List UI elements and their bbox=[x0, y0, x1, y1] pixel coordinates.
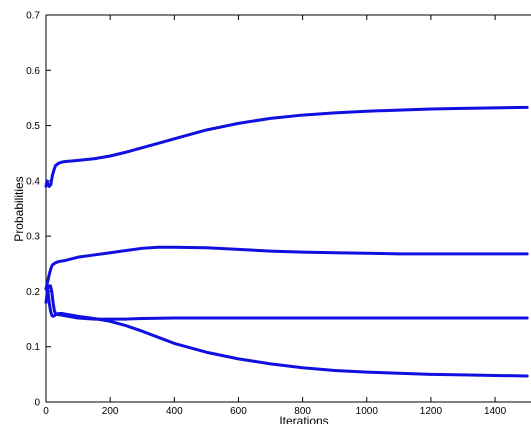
series-line-4 bbox=[44, 284, 529, 378]
series-line-2 bbox=[44, 245, 529, 291]
y-tick-label: 0.7 bbox=[26, 11, 40, 22]
y-tick-label: 0.4 bbox=[26, 176, 40, 187]
x-axis-label: Iterations bbox=[279, 414, 328, 424]
y-tick-label: 0.5 bbox=[26, 121, 40, 132]
plot-area bbox=[45, 14, 531, 403]
y-axis-label: Probabilities bbox=[12, 176, 26, 241]
x-tick-label: 800 bbox=[294, 406, 311, 417]
y-tick-label: 0 bbox=[34, 398, 40, 409]
series-line-1 bbox=[44, 105, 529, 188]
plot-border bbox=[45, 14, 531, 403]
x-tick-label: 0 bbox=[43, 406, 49, 417]
series-line-3 bbox=[44, 284, 529, 321]
x-tick-label: 600 bbox=[230, 406, 247, 417]
series-layer bbox=[44, 105, 529, 378]
y-tick-label: 0.2 bbox=[26, 287, 40, 298]
y-tick-label: 0.1 bbox=[26, 342, 40, 353]
y-tick-label: 0.6 bbox=[26, 66, 40, 77]
x-tick-label: 1400 bbox=[484, 406, 507, 417]
y-tick-label: 0.3 bbox=[26, 232, 40, 243]
x-tick-label: 400 bbox=[166, 406, 183, 417]
x-tick-label: 1000 bbox=[356, 406, 379, 417]
axis-ticks: 0 200 400 600 800 1000 1200 1400 0 0.1 0.2 0.3 0.4 0.… bbox=[26, 11, 507, 418]
x-tick-label: 200 bbox=[102, 406, 119, 417]
x-tick-label: 1200 bbox=[420, 406, 443, 417]
